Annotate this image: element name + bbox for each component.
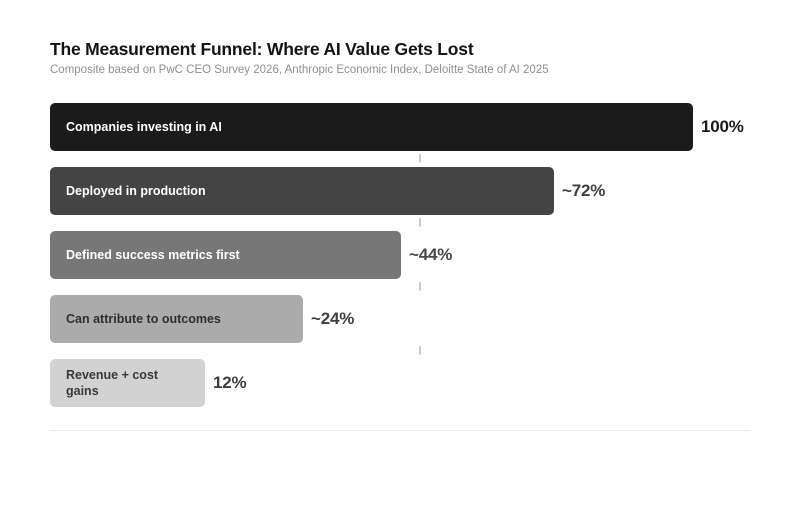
funnel-value-label: ~72% <box>562 181 606 200</box>
funnel-row: Defined success metrics first ~44% <box>50 231 770 279</box>
page-subtitle: Composite based on PwC CEO Survey 2026, … <box>50 64 549 76</box>
funnel-bar-label: Defined success metrics first <box>66 248 240 262</box>
funnel-bar: Deployed in production <box>50 167 554 215</box>
funnel-connector-tick <box>419 154 421 163</box>
funnel-row: Deployed in production ~72% <box>50 167 770 215</box>
funnel-bar: Companies investing in AI <box>50 103 693 151</box>
funnel-bar-label: Revenue + cost gains <box>66 368 159 398</box>
funnel-connector-tick <box>419 346 421 355</box>
funnel-bar: Defined success metrics first <box>50 231 401 279</box>
funnel-bar-label: Deployed in production <box>66 184 206 198</box>
funnel-bar-label: Companies investing in AI <box>66 120 222 134</box>
funnel-value-label: ~44% <box>409 245 453 264</box>
funnel-value-label: ~24% <box>311 309 355 328</box>
funnel-connector-tick <box>419 282 421 291</box>
funnel-chart: Companies investing in AI 100% Deployed in… <box>50 103 770 408</box>
page-title: The Measurement Funnel: Where AI Value G… <box>50 39 474 59</box>
funnel-value-label: 12% <box>213 373 247 392</box>
funnel-row: Can attribute to outcomes ~24% <box>50 295 770 343</box>
funnel-row: Revenue + cost gains 12% <box>50 359 770 407</box>
funnel-bar: Can attribute to outcomes <box>50 295 303 343</box>
funnel-connector-tick <box>419 218 421 227</box>
funnel-bar: Revenue + cost gains <box>50 359 205 407</box>
funnel-row: Companies investing in AI 100% <box>50 103 770 151</box>
bottom-divider <box>50 430 750 431</box>
funnel-bar-label: Can attribute to outcomes <box>66 312 221 326</box>
funnel-value-label: 100% <box>701 117 744 136</box>
